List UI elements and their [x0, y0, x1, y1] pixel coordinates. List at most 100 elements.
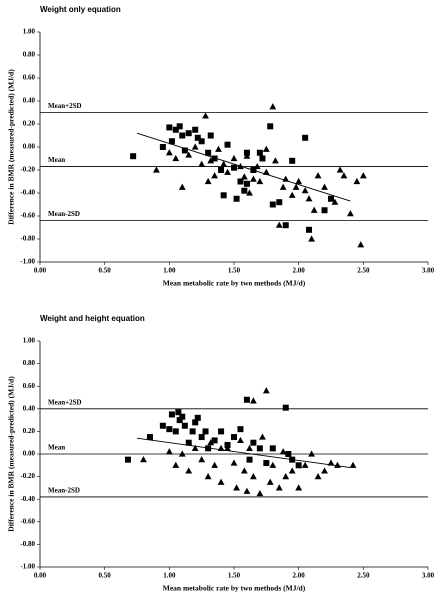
y-tick-label: 0.00 — [23, 450, 36, 458]
square-point — [269, 445, 276, 452]
triangle-point — [178, 183, 186, 190]
square-point — [181, 422, 188, 429]
triangle-point — [240, 467, 248, 474]
triangle-point — [262, 387, 270, 394]
y-tick-label: 0.60 — [23, 382, 36, 390]
y-tick-label: -0.40 — [20, 495, 35, 503]
triangle-point — [327, 459, 335, 466]
reference-label: Mean-2SD — [48, 487, 80, 495]
square-point — [246, 456, 253, 463]
y-tick-label: 0.40 — [23, 97, 36, 105]
trend-line — [136, 132, 351, 202]
square-point — [237, 178, 244, 185]
square-point — [256, 445, 263, 452]
trend-line — [136, 437, 351, 469]
square-point — [269, 201, 276, 208]
y-tick-label: 1.00 — [23, 28, 36, 36]
square-point — [146, 434, 153, 441]
triangle-point — [331, 198, 339, 205]
x-tick-label: 2.00 — [293, 572, 306, 580]
triangle-point — [202, 112, 209, 119]
square-point — [231, 164, 237, 171]
triangle-point — [165, 149, 173, 156]
triangle-point — [246, 189, 253, 196]
square-point — [328, 195, 334, 202]
square-point — [263, 460, 270, 467]
x-tick-label: 2.00 — [293, 267, 306, 275]
square-point — [259, 155, 266, 162]
y-tick-label: -0.80 — [20, 540, 35, 548]
y-tick-label: -0.20 — [20, 166, 35, 174]
reference-label: Mean — [48, 156, 65, 164]
triangle-point — [275, 221, 283, 228]
triangle-point — [207, 157, 215, 164]
y-tick-label: 0.80 — [23, 51, 36, 59]
square-point — [321, 207, 328, 214]
square-point — [185, 130, 192, 137]
triangle-point — [288, 191, 296, 198]
square-point — [194, 414, 201, 421]
triangle-point — [279, 448, 287, 455]
triangle-point — [308, 235, 315, 242]
x-tick-label: 0.50 — [99, 267, 112, 275]
x-tick-label: 2.50 — [357, 572, 370, 580]
square-point — [285, 451, 292, 457]
triangle-point — [198, 456, 206, 463]
triangle-point — [230, 154, 238, 162]
triangle-point — [172, 461, 180, 468]
x-axis-title: Mean metabolic rate by two methods (MJ/d… — [163, 584, 306, 593]
triangle-point — [211, 461, 218, 468]
chart-title: Weight and height equation — [40, 314, 145, 323]
y-tick-label: 0.40 — [23, 404, 36, 412]
x-tick-label: 0.00 — [34, 572, 47, 580]
triangle-point — [262, 145, 270, 152]
triangle-point — [334, 461, 341, 468]
triangle-point — [259, 433, 266, 440]
square-point — [205, 149, 212, 156]
square-point — [306, 226, 313, 233]
triangle-point — [243, 152, 251, 159]
triangle-point — [250, 473, 257, 480]
triangle-point — [250, 397, 257, 404]
triangle-point — [275, 484, 283, 491]
y-tick-label: 0.60 — [23, 74, 36, 82]
triangle-point — [314, 473, 322, 480]
triangle-point — [237, 436, 244, 444]
triangle-point — [240, 173, 248, 180]
x-tick-label: 1.50 — [228, 572, 241, 580]
y-tick-label: 0.00 — [23, 143, 36, 151]
square-point — [220, 192, 227, 199]
triangle-point — [217, 478, 225, 485]
y-tick-label: 0.20 — [23, 120, 36, 128]
x-tick-label: 1.00 — [163, 572, 176, 580]
reference-label: Mean+2SD — [48, 102, 82, 110]
square-point — [250, 439, 257, 446]
x-axis-title: Mean metabolic rate by two methods (MJ/d… — [163, 279, 306, 288]
triangle-point — [198, 160, 206, 167]
y-tick-label: -0.80 — [20, 235, 35, 243]
triangle-point — [256, 177, 264, 185]
triangle-point — [256, 489, 264, 497]
triangle-point — [271, 157, 279, 164]
triangle-point — [295, 177, 303, 185]
x-tick-label: 3.00 — [422, 267, 435, 275]
y-tick-label: 0.20 — [23, 427, 36, 435]
triangle-point — [253, 162, 261, 170]
triangle-point — [357, 241, 365, 248]
triangle-point — [230, 459, 238, 466]
square-point — [295, 462, 302, 469]
square-point — [172, 126, 179, 133]
x-tick-label: 2.50 — [357, 267, 370, 275]
y-tick-label: 0.80 — [23, 359, 36, 367]
triangle-point — [349, 461, 357, 468]
triangle-point — [308, 450, 315, 457]
triangle-point — [250, 175, 257, 182]
square-point — [233, 195, 240, 202]
square-point — [276, 199, 283, 206]
square-point — [192, 126, 199, 133]
triangle-point — [243, 487, 251, 494]
triangle-point — [279, 183, 287, 190]
triangle-point — [211, 172, 218, 179]
y-axis-title: Difference in BMR (measured-predicted) (… — [7, 376, 16, 532]
square-point — [241, 187, 248, 194]
